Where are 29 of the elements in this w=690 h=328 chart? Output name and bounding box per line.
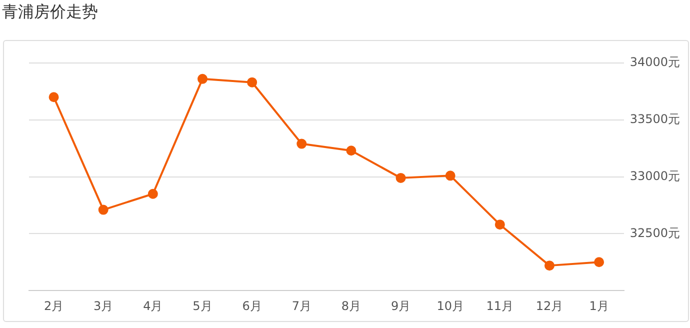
y-tick-label: 33000元 xyxy=(630,168,680,183)
point xyxy=(346,146,356,156)
y-tick-label: 34000元 xyxy=(630,55,680,70)
point xyxy=(396,172,406,183)
point xyxy=(197,74,208,84)
point xyxy=(148,188,158,199)
x-tick-label: 8月 xyxy=(341,298,362,313)
point xyxy=(296,138,307,149)
x-tick-label: 4月 xyxy=(143,298,163,313)
point xyxy=(594,257,604,268)
x-tick-label: 5月 xyxy=(192,298,212,313)
point xyxy=(247,77,258,88)
point xyxy=(48,92,59,102)
x-tick-label: 7月 xyxy=(292,298,312,313)
point xyxy=(98,204,108,215)
y-tick-label: 33500元 xyxy=(630,112,680,126)
y-tick-label: 32500元 xyxy=(630,226,680,240)
x-tick-label: 1月 xyxy=(589,298,609,313)
x-tick-label: 6月 xyxy=(242,298,262,313)
point xyxy=(494,220,505,230)
x-tick-label: 10月 xyxy=(436,298,464,313)
chart-title: 青浦房价走势 xyxy=(2,2,98,23)
x-tick-label: 2月 xyxy=(44,298,64,313)
x-tick-label: 11月 xyxy=(486,298,514,313)
point xyxy=(544,260,554,271)
x-tick-label: 3月 xyxy=(94,298,114,313)
point xyxy=(445,170,456,181)
x-tick-label: 9月 xyxy=(390,298,411,313)
x-tick-label: 12月 xyxy=(536,298,564,313)
